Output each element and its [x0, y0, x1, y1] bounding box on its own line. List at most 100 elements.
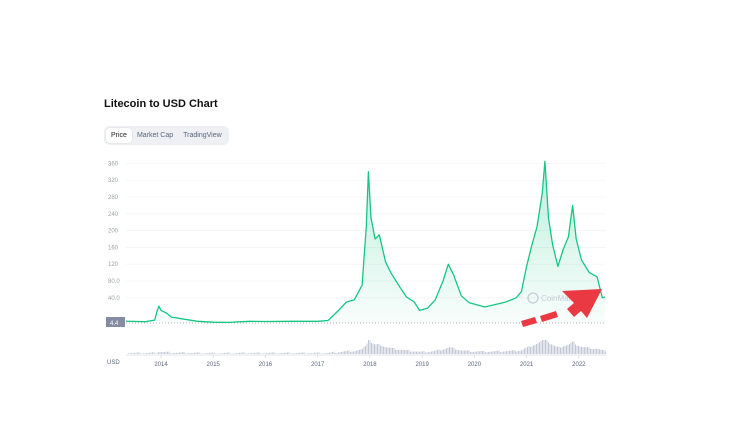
volume-bar — [582, 347, 584, 354]
volume-bar — [410, 351, 411, 354]
volume-bar — [257, 352, 258, 354]
volume-bar — [569, 344, 570, 354]
volume-bar — [183, 352, 185, 354]
volume-bar — [138, 352, 140, 354]
volume-bar — [510, 350, 512, 354]
y-tick-label: 240 — [108, 212, 119, 218]
volume-bar — [572, 341, 573, 354]
volume-bar — [500, 352, 501, 354]
volume-bar — [578, 346, 579, 354]
x-tick-label: 2018 — [363, 362, 377, 368]
volume-bar — [429, 351, 431, 354]
volume-bar — [539, 342, 540, 354]
volume-bar — [167, 351, 168, 354]
volume-bar — [176, 352, 177, 354]
volume-bar — [329, 352, 330, 354]
volume-bar — [402, 350, 404, 354]
volume-bar — [431, 351, 432, 354]
volume-bar — [153, 352, 155, 354]
volume-bar — [468, 350, 470, 354]
y-tick-label: 320 — [108, 178, 119, 184]
volume-bar — [414, 351, 416, 354]
volume-bar — [197, 352, 198, 354]
volume-bar — [219, 353, 221, 354]
volume-bar — [462, 350, 464, 354]
volume-bar — [318, 352, 320, 354]
volume-bar — [333, 351, 335, 354]
volume-bar — [435, 350, 437, 354]
volume-bar — [428, 352, 429, 354]
volume-bar — [315, 352, 317, 354]
volume-bar — [525, 347, 527, 354]
volume-bar — [602, 350, 603, 354]
volume-bar — [342, 351, 344, 354]
volume-bars — [128, 340, 606, 354]
volume-bar — [491, 351, 492, 354]
volume-bar — [504, 351, 506, 354]
arrow-dash-2 — [540, 311, 558, 322]
volume-bar — [269, 352, 270, 354]
volume-bar — [132, 353, 134, 354]
volume-bar — [312, 353, 314, 354]
coinmarketcap-watermark: CoinMarketCap — [541, 294, 597, 303]
volume-bar — [533, 345, 534, 354]
volume-bar — [465, 350, 467, 354]
volume-bar — [593, 348, 594, 354]
price-series-line — [125, 160, 606, 324]
tab-price[interactable]: Price — [106, 128, 132, 143]
volume-bar — [207, 353, 209, 354]
x-tick-label: 2014 — [154, 362, 168, 368]
volume-bar — [482, 351, 483, 354]
volume-bar — [599, 349, 600, 354]
volume-bar — [365, 346, 366, 354]
volume-bar — [143, 353, 144, 354]
volume-bar — [483, 350, 485, 354]
volume-bar — [144, 353, 146, 354]
volume-bar — [150, 352, 152, 354]
volume-bar — [561, 347, 563, 354]
x-tick-label: 2020 — [468, 362, 482, 368]
volume-bar — [308, 353, 309, 354]
volume-bar — [213, 352, 215, 354]
volume-bar — [440, 350, 441, 354]
volume-bar — [287, 352, 288, 354]
volume-bar — [240, 352, 242, 354]
volume-bar — [584, 347, 585, 354]
volume-bar — [347, 350, 348, 354]
volume-bar — [378, 343, 380, 354]
volume-bar — [417, 351, 419, 354]
volume-bar — [534, 344, 536, 354]
volume-bar — [159, 352, 161, 354]
volume-bar — [411, 351, 413, 354]
volume-bar — [359, 349, 360, 354]
volume-bar — [458, 350, 459, 354]
volume-bar — [224, 352, 225, 354]
volume-bar — [356, 350, 357, 354]
volume-bar — [188, 353, 189, 354]
volume-bar — [425, 352, 426, 354]
volume-bar — [131, 353, 132, 354]
tab-market-cap[interactable]: Market Cap — [136, 132, 174, 139]
tab-tradingview[interactable]: TradingView — [183, 132, 222, 139]
volume-bar — [242, 352, 243, 354]
volume-bar — [401, 349, 402, 354]
volume-bar — [459, 350, 461, 354]
volume-bar — [267, 353, 269, 354]
volume-bar — [555, 346, 557, 354]
chart-tab-group: Price Market Cap TradingView — [104, 126, 229, 145]
volume-bar — [549, 343, 551, 354]
volume-bar — [432, 351, 434, 354]
volume-bar — [135, 352, 137, 354]
volume-bar — [203, 353, 204, 354]
volume-bar — [594, 348, 596, 354]
volume-bar — [239, 352, 240, 354]
volume-bar — [537, 343, 539, 354]
volume-bar — [422, 351, 423, 354]
volume-bar — [149, 352, 150, 354]
volume-bar — [540, 341, 542, 354]
volume-bar — [479, 351, 480, 354]
y-axis-labels: 360 320 280 240 200 160 120 80.0 40.0 — [108, 161, 120, 301]
volume-bar — [546, 340, 548, 354]
volume-bar — [302, 352, 303, 354]
volume-bar — [434, 350, 435, 354]
